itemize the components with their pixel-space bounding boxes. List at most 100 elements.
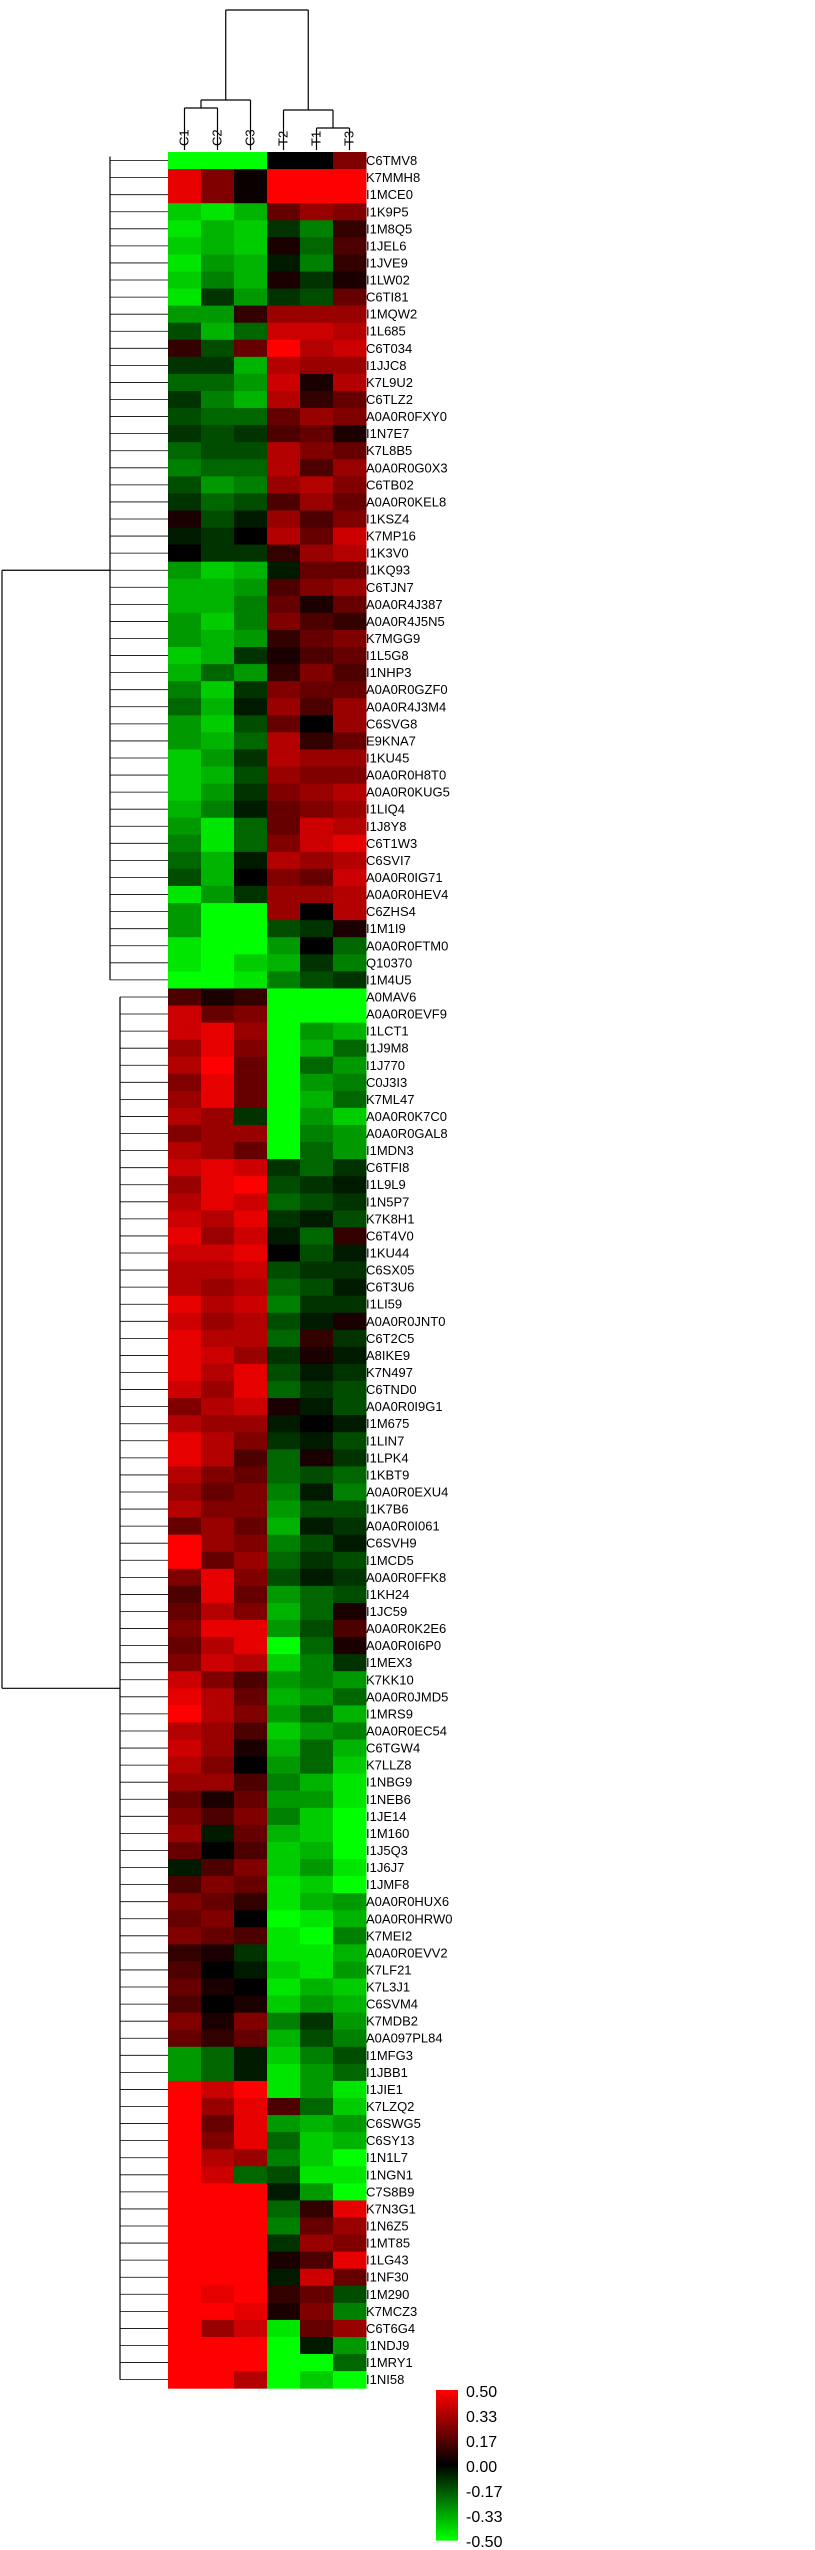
heatmap-cell [234,1415,268,1433]
heatmap-cell [168,1944,202,1962]
heatmap-cell [300,322,334,341]
heatmap-cell [168,2371,202,2389]
heatmap-cell [168,681,202,699]
heatmap-cell [300,1893,334,1911]
heatmap-cell [168,544,202,563]
heatmap-cell [234,1551,268,1570]
heatmap-cell [333,2319,367,2338]
row-label: K7MEI2 [366,1928,412,1943]
heatmap-cell [201,1671,235,1689]
heatmap-cell [234,1688,268,1706]
heatmap-cell [300,681,334,699]
heatmap-cell [267,1654,301,1672]
heatmap-cell [234,1995,268,2014]
row-label: C6SVI7 [366,853,411,868]
heatmap-cell [333,2149,367,2167]
heatmap-cell [267,271,301,290]
heatmap-cell [333,1005,367,1024]
heatmap-cell [267,817,301,836]
legend-swatch [436,2397,458,2401]
heatmap-cell [234,920,268,938]
heatmap-cell [267,1722,301,1741]
legend-tick-label: 0.33 [466,2409,497,2426]
heatmap-cell [267,527,301,546]
legend-swatch [436,2440,458,2444]
heatmap-cell [168,2012,202,2031]
heatmap-cell [267,1688,301,1706]
heatmap-cell [267,1466,301,1484]
heatmap-cell [168,1176,202,1194]
heatmap-cell [267,1876,301,1894]
heatmap-cell [333,1722,367,1741]
row-label: A0A0R0FTM0 [366,938,448,953]
heatmap-cell [267,408,301,426]
heatmap-cell [333,1073,367,1092]
heatmap-cell [333,169,367,187]
heatmap-cell [234,629,268,648]
heatmap-cell [168,1807,202,1826]
heatmap-cell [168,1739,202,1758]
heatmap-cell [201,2354,235,2372]
heatmap-cell [201,305,235,324]
row-label: A0A0R4J387 [366,597,443,612]
heatmap-cell [333,1824,367,1843]
heatmap-cell [168,1107,202,1126]
heatmap-cell [267,390,301,409]
heatmap-cell [234,817,268,836]
heatmap-cell [201,1859,235,1877]
heatmap-cell [333,237,367,255]
legend-swatch [436,2407,458,2411]
heatmap-cell [333,1739,367,1758]
heatmap-cell [333,1278,367,1297]
heatmap-cell [201,2234,235,2253]
heatmap-cell [267,1534,301,1553]
heatmap-cell [234,1910,268,1928]
heatmap-cell [300,1210,334,1228]
row-label: I1NDJ9 [366,2338,409,2353]
heatmap-cell [168,2115,202,2133]
heatmap-cell [234,169,268,187]
heatmap-cell [300,1722,334,1741]
row-label: A0A0R0IG71 [366,870,443,885]
heatmap-cell [201,356,235,375]
heatmap-cell [300,1602,334,1621]
heatmap-cell [333,920,367,938]
heatmap-cell [333,1568,367,1587]
heatmap-cell [168,1978,202,1997]
heatmap-cell [168,1159,202,1177]
legend-swatch [436,2532,458,2536]
heatmap-cell [333,1295,367,1314]
heatmap-cell [267,2166,301,2184]
heatmap-cell [234,1278,268,1297]
heatmap-cell [267,766,301,785]
heatmap-cell [300,169,334,187]
heatmap-cell [267,544,301,563]
heatmap-cell [168,1824,202,1843]
heatmap-cell [168,1859,202,1877]
row-label: K7MP16 [366,529,416,544]
heatmap-cell [201,1449,235,1467]
heatmap-cell [168,476,202,494]
heatmap-cell [234,698,268,716]
heatmap-cell [234,2012,268,2031]
heatmap-cell [267,1363,301,1382]
row-labels: C6TMV8 K7MMH8 I1MCE0 I1K9P5 I1M8Q5 I1JEL6 I1JV… [366,153,452,2387]
heatmap-cell [168,2200,202,2218]
heatmap-cell [201,271,235,290]
column-label: C1 [177,129,192,146]
heatmap-cell [168,1142,202,1160]
row-label: K7N497 [366,1365,413,1380]
heatmap-cell [333,1876,367,1894]
heatmap-cell [300,1142,334,1160]
heatmap-cell [300,954,334,972]
heatmap-cell [267,1176,301,1194]
heatmap-cell [234,1517,268,1536]
row-label: I1M4U5 [366,972,412,987]
row-label: I1LW02 [366,273,410,288]
heatmap-cell [333,629,367,648]
legend-swatch [436,2390,458,2394]
heatmap-cell [300,2183,334,2201]
heatmap-cell [267,1585,301,1604]
row-label: C6SWG5 [366,2116,421,2131]
row-label: A0A097PL84 [366,2031,443,2046]
